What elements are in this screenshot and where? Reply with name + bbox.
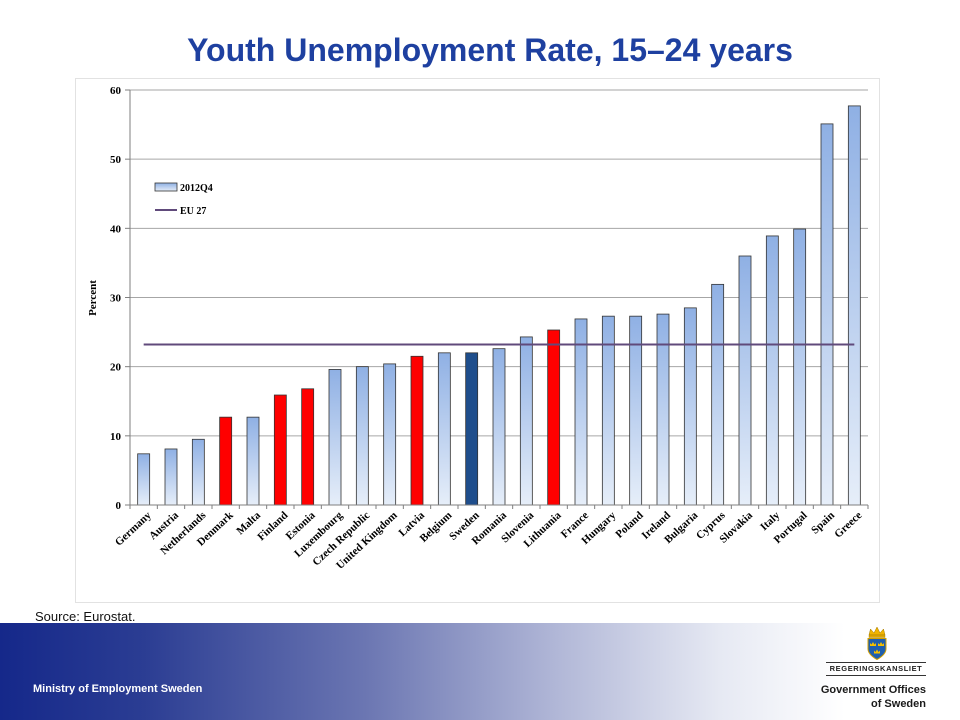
y-tick-label: 50 [110,154,122,166]
logo-wordmark: REGERINGSKANSLIET [826,662,926,676]
shield-shape [867,638,887,661]
chart-frame: 0 10 20 30 40 50 60 Percent Germany Austria Nether… [75,78,880,603]
ministry-name: Ministry of Employment Sweden [33,683,203,695]
bar-latvia [410,355,424,506]
bar-luxembourg [328,369,342,506]
y-tick-label: 30 [110,293,122,305]
y-tick-label: 0 [116,500,122,512]
bar-cyprus [711,283,725,506]
x-tick-label: Poland [613,509,645,540]
y-axis-label: Percent [87,280,99,316]
legend-label-2012q4: 2012Q4 [180,183,213,194]
bar-estonia [301,388,315,506]
legend-label-eu27: EU 27 [180,206,206,217]
bar-lithuania [547,329,561,506]
bar-slovenia [519,336,533,506]
x-tick-label: Finland [255,509,290,543]
small-crown-shape [878,642,884,646]
slide-title: Youth Unemployment Rate, 15–24 years [187,32,793,68]
bar-spain [820,123,834,506]
bar-ireland [656,313,670,506]
bar-romania [492,348,506,506]
bar-sweden [465,352,479,506]
bar-germany [137,453,151,506]
bar-chart: 0102030405060PercentGermanyAustriaNether… [75,78,880,603]
bar-greece [847,105,861,506]
bar-slovakia [738,255,752,506]
footer-band [0,623,960,720]
bar-czech-republic [355,366,369,506]
x-tick-label: Greece [832,509,864,540]
bar-portugal [793,228,807,506]
y-tick-label: 20 [110,362,122,374]
small-crown-shape [874,649,880,654]
bar-belgium [437,352,451,506]
bar-denmark [219,416,233,506]
crown-shape [868,626,886,636]
bar-austria [164,448,178,506]
bar-finland [273,394,287,506]
y-tick-label: 10 [110,431,122,443]
legend: 2012Q4 EU 27 [154,182,213,217]
bar-netherlands [191,438,205,506]
x-tick-label: Germany [113,509,154,549]
bar-united-kingdom [383,363,397,506]
crown-band-shape [868,634,886,638]
chart-border [75,78,880,603]
logo-name-line2: of Sweden [870,698,926,710]
source-note: Source: Eurostat. [35,609,136,624]
bar-italy [765,235,779,506]
small-crown-shape [870,642,876,646]
y-tick-label: 60 [110,85,122,97]
coat-of-arms-icon [867,626,887,661]
legend-swatch-2012q4 [154,182,178,192]
y-tick-label: 40 [110,223,122,235]
logo-name-line1: Government Offices [820,684,926,696]
bar-malta [246,416,260,506]
bar-bulgaria [683,307,697,506]
bar-france [574,318,588,506]
